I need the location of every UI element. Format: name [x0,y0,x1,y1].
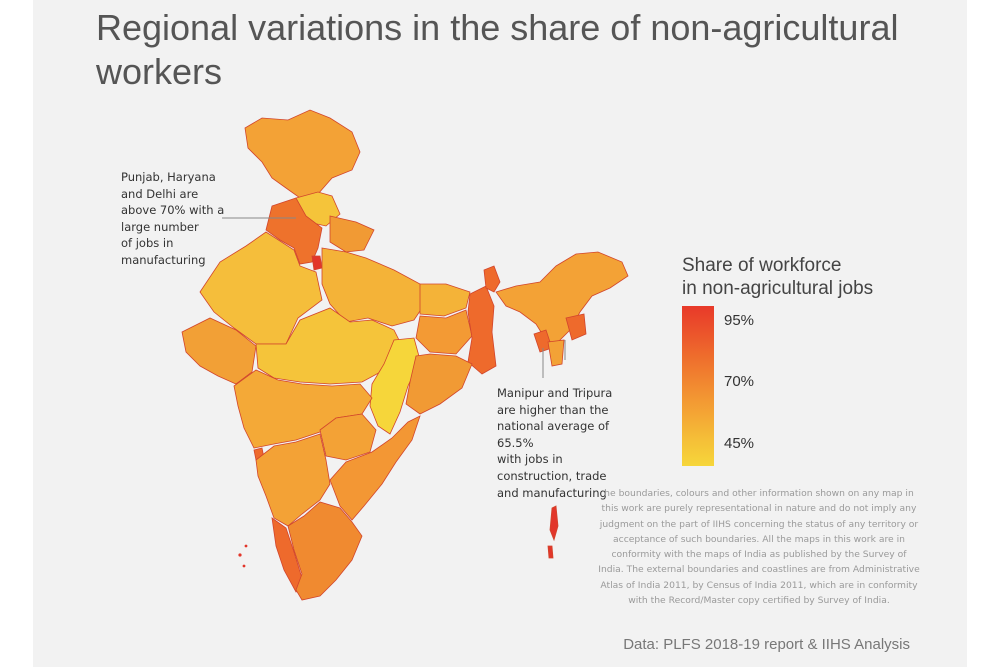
region-bihar [419,283,471,317]
region-manipur [565,313,587,341]
region-lakshadweep-dot [242,564,246,568]
region-gujarat [181,317,257,385]
map-disclaimer: he boundaries, colours and other informa… [598,488,920,607]
page-title: Regional variations in the share of non-… [96,7,899,92]
legend-tick-mid: 70% [724,373,755,390]
region-telangana [319,413,377,461]
region-karnataka [255,433,331,527]
region-jammu-kashmir [244,109,361,199]
region-andhra-pradesh [329,415,421,521]
region-jharkhand [415,309,473,355]
leader-line-northeast [542,340,566,378]
region-mizoram [547,339,565,367]
region-uttar-pradesh [321,247,427,327]
annotation-northeast: Manipur and Tripura are higher than the … [497,386,613,500]
legend-color-ramp [682,306,714,466]
region-chhattisgarh [369,337,421,435]
region-rajasthan [199,231,323,345]
region-lakshadweep-dot [244,544,248,548]
region-lakshadweep [238,553,242,557]
region-uttarakhand [329,215,375,253]
region-west-bengal [467,285,497,375]
region-odisha [405,353,473,415]
region-sikkim [483,265,501,293]
region-tamil-nadu [287,501,363,601]
region-punjab-haryana [265,197,323,265]
data-source: Data: PLFS 2018-19 report & IIHS Analysi… [623,636,910,653]
region-northeast [495,251,629,345]
annotation-north: Punjab, Haryana and Delhi are above 70% … [121,170,225,267]
region-andaman-islands [547,505,559,559]
region-delhi [311,255,323,271]
legend-tick-high: 95% [724,312,755,329]
legend-title: Share of workforce in non-agricultural j… [682,255,874,299]
legend-tick-low: 45% [724,435,755,452]
